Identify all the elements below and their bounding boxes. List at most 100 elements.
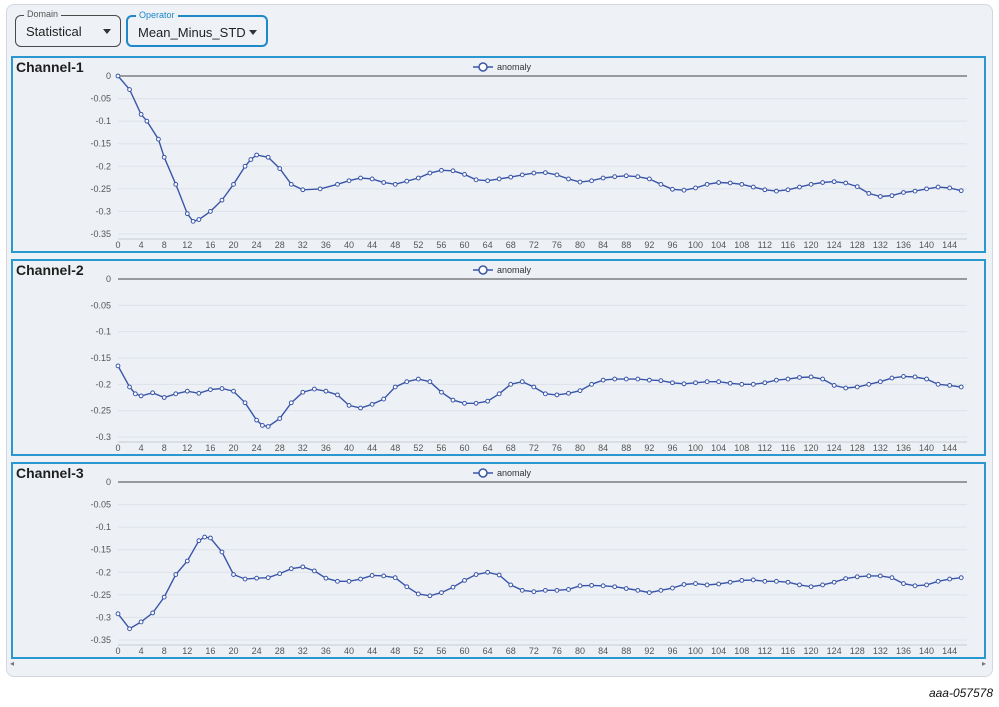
data-point — [259, 423, 265, 428]
data-point — [439, 167, 444, 173]
data-point — [658, 587, 664, 593]
data-point — [670, 380, 675, 386]
data-point — [635, 174, 641, 180]
scroll-right-arrow-icon[interactable]: ▸ — [981, 659, 986, 668]
legend-anomaly[interactable]: anomaly — [473, 62, 532, 72]
data-point — [161, 594, 167, 600]
operator-select[interactable]: Operator Mean_Minus_STD — [126, 9, 268, 47]
data-point — [785, 376, 791, 382]
x-tick-label: 88 — [621, 646, 631, 656]
data-point — [184, 388, 190, 394]
data-point — [704, 379, 710, 385]
x-tick-label: 20 — [229, 443, 239, 453]
data-point — [901, 581, 906, 586]
x-tick-label: 140 — [919, 240, 934, 250]
data-point — [358, 405, 363, 411]
x-tick-label: 136 — [896, 443, 911, 453]
legend-anomaly[interactable]: anomaly — [473, 265, 532, 275]
data-point — [843, 385, 849, 391]
data-point — [265, 154, 271, 160]
legend-anomaly[interactable]: anomaly — [473, 468, 532, 478]
x-tick-label: 144 — [942, 443, 957, 453]
data-point — [843, 576, 849, 582]
x-tick-label: 104 — [711, 240, 726, 250]
x-tick-label: 52 — [413, 443, 423, 453]
x-tick-label: 0 — [115, 443, 120, 453]
data-point — [820, 376, 826, 382]
data-point — [358, 175, 363, 181]
data-point — [716, 379, 722, 385]
x-tick-label: 128 — [850, 443, 865, 453]
data-point — [531, 384, 537, 390]
x-tick-label: 132 — [873, 240, 888, 250]
data-point — [173, 181, 179, 187]
y-tick-label: -0.35 — [90, 229, 111, 239]
data-point — [392, 575, 398, 581]
x-tick-label: 44 — [367, 646, 377, 656]
x-tick-label: 96 — [667, 646, 677, 656]
data-point — [473, 177, 479, 183]
data-point — [774, 578, 779, 584]
data-point — [335, 578, 340, 584]
x-tick-label: 0 — [115, 240, 120, 250]
data-point — [531, 589, 537, 595]
x-tick-label: 12 — [182, 240, 192, 250]
data-point — [231, 181, 236, 187]
x-tick-label: 4 — [139, 443, 144, 453]
data-point — [635, 587, 641, 593]
data-point — [144, 118, 150, 124]
series-line-anomaly — [117, 365, 962, 428]
data-point — [889, 575, 895, 581]
x-tick-label: 56 — [436, 240, 446, 250]
data-point — [415, 376, 421, 382]
x-tick-label: 48 — [390, 240, 400, 250]
data-point — [797, 184, 802, 190]
data-point — [739, 578, 745, 583]
data-point — [392, 181, 398, 187]
data-point — [589, 381, 594, 387]
domain-select[interactable]: Domain Statistical — [15, 8, 121, 47]
data-point — [150, 610, 156, 616]
data-point — [774, 377, 779, 383]
data-point — [254, 417, 260, 423]
y-tick-label: -0.15 — [90, 139, 111, 149]
data-point — [750, 184, 756, 190]
data-point — [727, 579, 733, 585]
scroll-left-arrow-icon[interactable]: ◂ — [10, 659, 15, 668]
data-point — [346, 578, 352, 584]
data-point — [762, 187, 768, 193]
data-point — [854, 574, 860, 580]
x-tick-label: 24 — [252, 646, 262, 656]
data-point — [958, 384, 964, 390]
data-point — [681, 582, 687, 587]
x-tick-label: 72 — [529, 646, 539, 656]
data-point — [323, 575, 329, 581]
data-point — [519, 379, 525, 385]
x-tick-label: 120 — [804, 240, 819, 250]
data-point — [404, 379, 410, 385]
data-point — [912, 188, 918, 194]
horizontal-scrollbar[interactable]: ◂ ▸ — [6, 658, 990, 670]
series-line-anomaly — [117, 75, 962, 223]
y-tick-label: -0.1 — [95, 522, 111, 532]
x-tick-label: 116 — [781, 646, 795, 656]
data-point — [600, 175, 606, 181]
data-point — [496, 176, 502, 182]
data-point — [300, 187, 306, 193]
x-tick-label: 136 — [896, 646, 911, 656]
y-tick-label: -0.1 — [95, 116, 111, 126]
x-tick-label: 8 — [162, 240, 167, 250]
data-point — [704, 582, 710, 588]
data-point — [646, 590, 652, 596]
data-point — [219, 549, 225, 555]
channel-3-line-chart: 0-0.05-0.1-0.15-0.2-0.25-0.3-0.350 4 8 12 16… — [90, 468, 967, 656]
x-tick-label: 124 — [827, 646, 842, 656]
x-tick-label: 28 — [275, 443, 285, 453]
x-tick-label: 64 — [483, 240, 493, 250]
x-tick-label: 12 — [182, 443, 192, 453]
x-tick-label: 40 — [344, 443, 354, 453]
x-tick-label: 108 — [734, 443, 749, 453]
channel-1-line-chart: 0-0.05-0.1-0.15-0.2-0.25-0.3-0.350 4 8 12 16… — [90, 62, 967, 250]
x-tick-label: 36 — [321, 646, 331, 656]
data-point — [138, 111, 144, 117]
